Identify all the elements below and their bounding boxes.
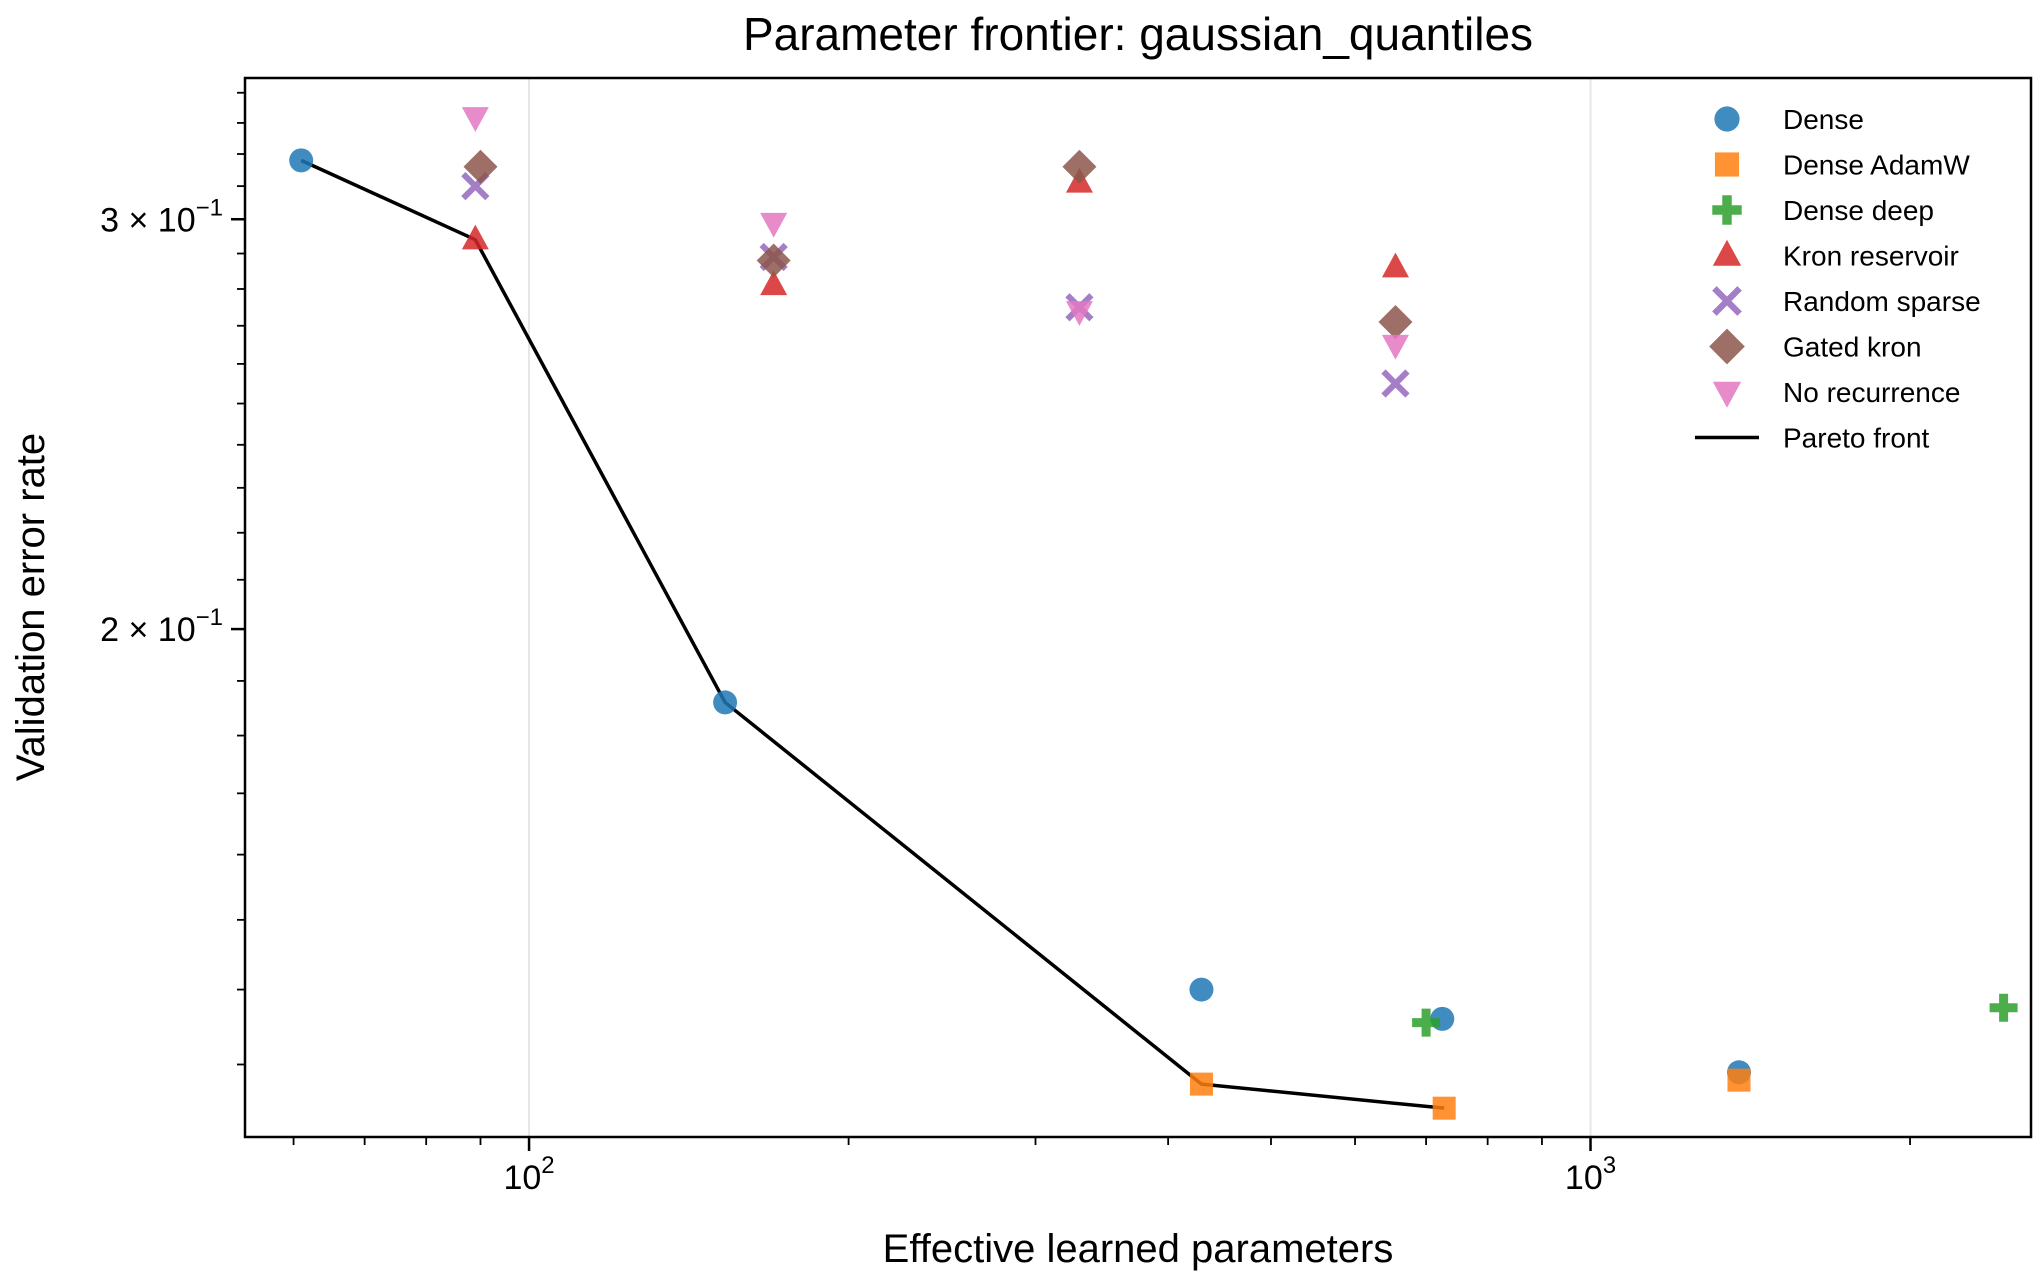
legend-marker-gated-kron bbox=[1709, 328, 1745, 365]
point-dense-adamw bbox=[1189, 1072, 1213, 1096]
point-dense bbox=[713, 690, 738, 715]
legend-label: Pareto front bbox=[1783, 423, 1930, 454]
series-random-sparse bbox=[461, 171, 1410, 398]
legend-label: Gated kron bbox=[1783, 332, 1922, 363]
legend-item-dense-deep: Dense deep bbox=[1712, 195, 1934, 226]
legend-label: Dense deep bbox=[1783, 195, 1934, 226]
point-dense-deep bbox=[1989, 993, 2018, 1022]
pareto-front-line bbox=[300, 158, 1445, 1110]
x-tick-label: 102 bbox=[503, 1152, 554, 1197]
legend-item-no-recurrence: No recurrence bbox=[1712, 377, 1960, 408]
y-axis-ticks: 2 × 10−1 3 × 10−1 bbox=[100, 91, 245, 1066]
grid bbox=[528, 78, 1592, 1137]
legend-item-dense: Dense bbox=[1714, 104, 1864, 135]
pareto-front-layer bbox=[300, 158, 1445, 1110]
x-tick-label: 103 bbox=[1565, 1152, 1616, 1197]
point-kron-reservoir bbox=[1381, 252, 1409, 278]
legend-item-random-sparse: Random sparse bbox=[1712, 286, 1981, 317]
legend-item-kron-reservoir: Kron reservoir bbox=[1712, 239, 1959, 272]
point-dense bbox=[289, 148, 314, 173]
point-kron-reservoir bbox=[760, 270, 788, 296]
point-no-recurrence bbox=[1065, 301, 1093, 326]
legend-marker-dense-deep bbox=[1712, 195, 1742, 225]
legend-item-gated-kron: Gated kron bbox=[1709, 328, 1922, 365]
point-kron-reservoir bbox=[461, 224, 489, 250]
point-dense-deep bbox=[1412, 1008, 1441, 1037]
legend-item-pareto-front: Pareto front bbox=[1695, 423, 1930, 454]
x-axis-ticks: 102 103 bbox=[292, 1137, 1911, 1197]
point-no-recurrence bbox=[461, 107, 489, 132]
legend-marker-dense-adamw bbox=[1714, 152, 1740, 177]
series-no-recurrence bbox=[461, 107, 1409, 360]
plot-frame bbox=[243, 76, 2033, 1139]
x-axis-label: Effective learned parameters bbox=[883, 1227, 1394, 1271]
legend-label: Kron reservoir bbox=[1783, 241, 1959, 272]
legend-label: No recurrence bbox=[1783, 377, 1960, 408]
point-no-recurrence bbox=[760, 212, 788, 238]
legend-marker-no-recurrence bbox=[1712, 381, 1742, 408]
chart-title: Parameter frontier: gaussian_quantiles bbox=[743, 8, 1533, 60]
y-tick-label: 3 × 10−1 bbox=[100, 194, 223, 239]
legend: Dense Dense AdamW Dense deep Kron reservoir… bbox=[1695, 104, 1981, 454]
point-gated-kron bbox=[463, 149, 498, 184]
y-tick-label: 2 × 10−1 bbox=[100, 604, 223, 649]
point-dense-adamw bbox=[1432, 1096, 1456, 1120]
point-gated-kron bbox=[756, 243, 791, 278]
point-gated-kron bbox=[1378, 305, 1413, 340]
point-gated-kron bbox=[1062, 149, 1097, 184]
point-dense bbox=[1189, 977, 1214, 1002]
legend-label: Dense AdamW bbox=[1783, 150, 1970, 181]
point-no-recurrence bbox=[1381, 334, 1409, 360]
series-gated-kron bbox=[463, 149, 1413, 340]
points-layer bbox=[289, 107, 2018, 1120]
series-dense-deep bbox=[1412, 993, 2018, 1037]
series-dense bbox=[289, 148, 1751, 1085]
legend-marker-random-sparse bbox=[1712, 286, 1742, 316]
point-dense-adamw bbox=[1727, 1068, 1751, 1092]
y-axis-label: Validation error rate bbox=[9, 433, 53, 781]
legend-label: Random sparse bbox=[1783, 286, 1981, 317]
legend-label: Dense bbox=[1783, 104, 1864, 135]
legend-marker-kron-reservoir bbox=[1712, 239, 1742, 266]
series-dense-adamw bbox=[1189, 1068, 1751, 1120]
legend-item-dense-adamw: Dense AdamW bbox=[1714, 150, 1970, 181]
series-kron-reservoir bbox=[461, 167, 1409, 296]
point-random-sparse bbox=[1381, 369, 1410, 398]
legend-marker-dense bbox=[1714, 106, 1740, 132]
